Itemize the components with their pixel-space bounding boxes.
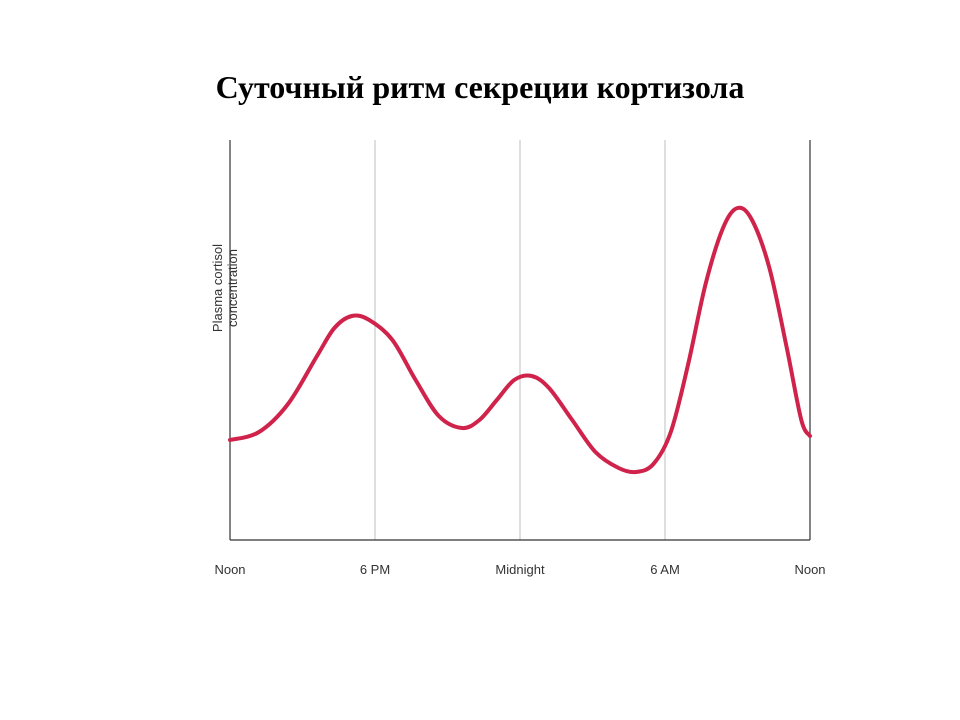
x-tick-label: Noon: [794, 562, 825, 577]
x-tick-label: Noon: [214, 562, 245, 577]
y-axis-label: Plasma cortisol concentration: [210, 188, 240, 388]
x-axis-labels: Noon 6 PM Midnight 6 AM Noon: [120, 562, 840, 592]
x-tick-label: Midnight: [495, 562, 544, 577]
page-title: Суточный ритм секреции кортизола: [0, 69, 960, 106]
gridlines: [375, 140, 665, 540]
x-tick-label: 6 AM: [650, 562, 680, 577]
x-tick-label: 6 PM: [360, 562, 390, 577]
cortisol-chart: Plasma cortisol concentration Noon 6 PM Mi…: [120, 130, 840, 610]
